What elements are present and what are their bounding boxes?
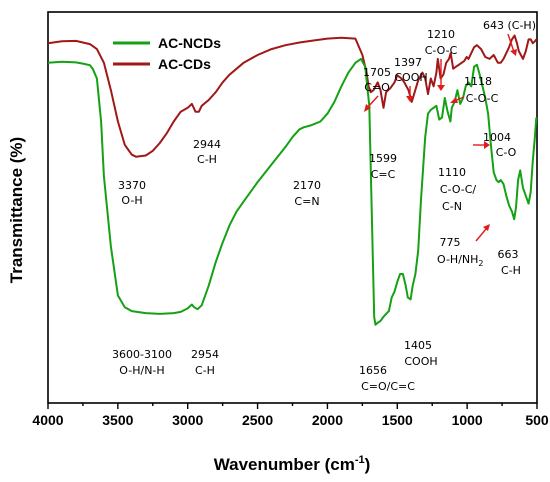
anno-2954-num: 2954 bbox=[191, 348, 219, 361]
anno-2170-txt: C=N bbox=[294, 195, 319, 208]
arrow-643-head bbox=[510, 49, 517, 56]
anno-1110-txt1: C-O-C/ bbox=[440, 183, 477, 196]
y-axis-title: Transmittance (%) bbox=[7, 137, 26, 283]
anno-2954-txt: C-H bbox=[195, 364, 215, 377]
arrow-1397-head bbox=[406, 96, 414, 102]
annotations-ac-ncds: 2170 C=N 1004 C-O 1110 C-O-C/ C-N 775 O-… bbox=[112, 131, 521, 393]
anno-1004-txt: C-O bbox=[496, 146, 517, 159]
anno-3370-txt: O-H bbox=[121, 194, 142, 207]
anno-2944-num: 2944 bbox=[193, 138, 221, 151]
anno-643: 643 (C-H) bbox=[483, 19, 536, 32]
arrow-775 bbox=[475, 228, 487, 242]
x-tick-label-500: 500 bbox=[525, 412, 549, 428]
anno-775-txt: O-H/NH2 bbox=[437, 253, 484, 268]
x-axis-title: Wavenumber (cm-1) bbox=[214, 454, 371, 474]
series-line-ac-ncds bbox=[47, 57, 538, 326]
anno-1004-num: 1004 bbox=[483, 131, 511, 144]
annotations-ac-cds: 3370 O-H 2944 C-H 1705 C=O 1397 COOH 121… bbox=[118, 19, 536, 207]
x-tick-label-4000: 4000 bbox=[32, 412, 63, 428]
anno-3600-txt: O-H/N-H bbox=[119, 364, 164, 377]
anno-1705-num: 1705 bbox=[363, 66, 391, 79]
anno-775-num: 775 bbox=[440, 236, 461, 249]
legend-label-ac-cds: AC-CDs bbox=[158, 56, 211, 72]
anno-3370-num: 3370 bbox=[118, 179, 146, 192]
series-line-ac-cds bbox=[47, 34, 538, 158]
anno-1397-num: 1397 bbox=[394, 56, 422, 69]
x-tick-label-1000: 1000 bbox=[452, 412, 483, 428]
anno-1599-num: 1599 bbox=[369, 152, 397, 165]
arrow-1004-head bbox=[484, 141, 490, 149]
arrow-1210-head bbox=[437, 85, 445, 91]
x-tick-label-3500: 3500 bbox=[102, 412, 133, 428]
anno-1118-txt: C-O-C bbox=[466, 92, 499, 105]
anno-1705-txt: C=O bbox=[364, 81, 390, 94]
arrow-1705-head bbox=[364, 104, 371, 112]
x-tick-label-2500: 2500 bbox=[242, 412, 273, 428]
anno-2170-num: 2170 bbox=[293, 179, 321, 192]
arrow-643 bbox=[507, 33, 515, 53]
arrow-1705 bbox=[366, 95, 379, 109]
x-tick-label-3000: 3000 bbox=[172, 412, 203, 428]
arrow-775-head bbox=[483, 224, 490, 231]
anno-1397-txt: COOH bbox=[394, 71, 427, 84]
anno-1405-txt: COOH bbox=[404, 355, 437, 368]
series-layer bbox=[47, 34, 538, 326]
anno-1656-num: 1656 bbox=[359, 364, 387, 377]
anno-1110-txt2: C-N bbox=[442, 200, 462, 213]
legend: AC-NCDs AC-CDs bbox=[113, 35, 221, 72]
x-axis-ticks: 4000 3500 3000 2500 2000 1500 1000 500 bbox=[32, 403, 549, 428]
anno-663-num: 663 bbox=[498, 248, 519, 261]
anno-1656-txt: C=O/C=C bbox=[361, 380, 415, 393]
anno-1599-txt: C=C bbox=[371, 168, 396, 181]
anno-1118-num: 1118 bbox=[464, 75, 492, 88]
arrow-1118-head bbox=[450, 97, 458, 103]
anno-663-txt: C-H bbox=[501, 264, 521, 277]
plot-frame bbox=[47, 11, 538, 404]
anno-1210-txt: C-O-C bbox=[425, 44, 458, 57]
anno-3600-num: 3600-3100 bbox=[112, 348, 172, 361]
anno-1210-num: 1210 bbox=[427, 28, 455, 41]
legend-label-ac-ncds: AC-NCDs bbox=[158, 35, 221, 51]
anno-2944-txt: C-H bbox=[197, 153, 217, 166]
anno-1110-num: 1110 bbox=[438, 166, 466, 179]
anno-1405-num: 1405 bbox=[404, 339, 432, 352]
x-tick-label-2000: 2000 bbox=[312, 412, 343, 428]
x-tick-label-1500: 1500 bbox=[382, 412, 413, 428]
